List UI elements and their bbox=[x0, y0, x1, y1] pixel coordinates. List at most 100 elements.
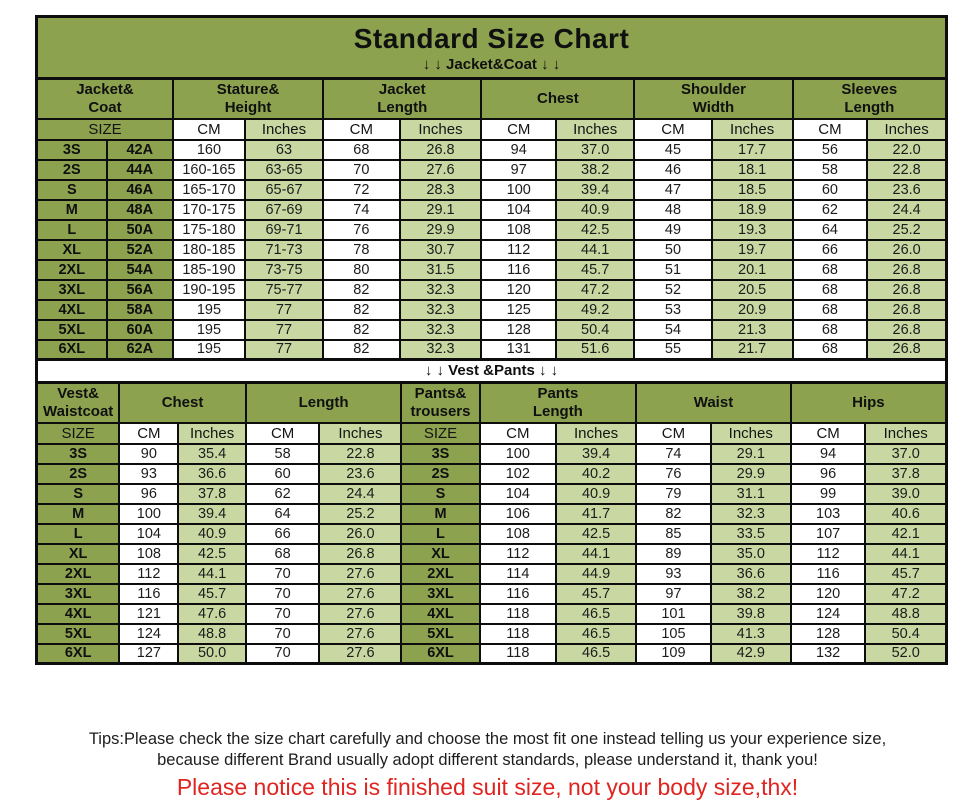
size-cell: 56A bbox=[105, 278, 174, 301]
value-cell: 45.7 bbox=[177, 582, 247, 605]
value-cell: 131 bbox=[480, 338, 558, 361]
value-cell: 160 bbox=[171, 138, 246, 161]
value-cell: 97 bbox=[635, 582, 712, 605]
value-cell: 23.6 bbox=[866, 178, 948, 201]
value-cell: 29.9 bbox=[398, 218, 483, 241]
value-cell: 48 bbox=[633, 198, 713, 221]
value-cell: 55 bbox=[633, 338, 713, 361]
group-header-row: Jacket& Coat Stature& Height Jacket Length… bbox=[35, 77, 948, 120]
value-cell: 26.0 bbox=[866, 238, 948, 261]
value-cell: 45.7 bbox=[555, 258, 636, 281]
value-cell: 37.8 bbox=[177, 482, 247, 505]
value-cell: 52 bbox=[633, 278, 713, 301]
table-row: 2XL 54A 185-190 73-75 80 31.5 116 45.7 51 20.1 68 2… bbox=[35, 258, 948, 281]
value-cell: 93 bbox=[635, 562, 712, 585]
unit-header: Inches bbox=[866, 117, 948, 141]
value-cell: 65-67 bbox=[243, 178, 325, 201]
table-row: 4XL 121 47.6 70 27.6 4XL 118 46.5 101 39.8 124 48.8 bbox=[35, 602, 948, 625]
table-row: L 50A 175-180 69-71 76 29.9 108 42.5 49 19.3 64 25.… bbox=[35, 218, 948, 241]
value-cell: 21.7 bbox=[710, 338, 794, 361]
value-cell: 73-75 bbox=[243, 258, 325, 281]
unit-header: CM bbox=[791, 117, 869, 141]
value-cell: 26.8 bbox=[866, 298, 948, 321]
table-row: 2XL 112 44.1 70 27.6 2XL 114 44.9 93 36.6 116 45.7 bbox=[35, 562, 948, 585]
value-cell: 96 bbox=[789, 462, 867, 485]
unit-header: Inches bbox=[709, 421, 792, 445]
value-cell: 36.6 bbox=[709, 562, 792, 585]
value-cell: 44.9 bbox=[555, 562, 638, 585]
value-cell: 48.8 bbox=[864, 602, 948, 625]
size-cell: 2XL bbox=[35, 562, 121, 585]
value-cell: 33.5 bbox=[709, 522, 792, 545]
vest-pants-table-head: Vest& Waistcoat Chest Length Pants& trouser… bbox=[35, 381, 948, 445]
value-cell: 104 bbox=[480, 198, 558, 221]
value-cell: 104 bbox=[478, 482, 558, 505]
value-cell: 107 bbox=[789, 522, 867, 545]
size-cell: M bbox=[35, 502, 121, 525]
value-cell: 93 bbox=[118, 462, 180, 485]
value-cell: 114 bbox=[478, 562, 558, 585]
unit-header: Inches bbox=[318, 421, 403, 445]
value-cell: 46.5 bbox=[555, 622, 638, 645]
column-group-header: Chest bbox=[480, 77, 636, 120]
value-cell: 77 bbox=[243, 318, 325, 341]
value-cell: 42.5 bbox=[555, 218, 636, 241]
column-group-header: Pants& trousers bbox=[400, 381, 481, 424]
value-cell: 42.5 bbox=[555, 522, 638, 545]
size-cell: 5XL bbox=[35, 622, 121, 645]
value-cell: 109 bbox=[635, 642, 712, 665]
value-cell: 128 bbox=[789, 622, 867, 645]
table-row: 5XL 60A 195 77 82 32.3 128 50.4 54 21.3 68 26.8 bbox=[35, 318, 948, 341]
value-cell: 26.8 bbox=[866, 318, 948, 341]
size-cell: L bbox=[35, 522, 121, 545]
value-cell: 18.1 bbox=[710, 158, 794, 181]
table-row: M 48A 170-175 67-69 74 29.1 104 40.9 48 18.9 62 24.… bbox=[35, 198, 948, 221]
value-cell: 39.4 bbox=[555, 178, 636, 201]
value-cell: 26.8 bbox=[866, 338, 948, 361]
value-cell: 22.8 bbox=[318, 442, 403, 465]
value-cell: 195 bbox=[171, 338, 246, 361]
value-cell: 40.6 bbox=[864, 502, 948, 525]
value-cell: 70 bbox=[244, 562, 321, 585]
value-cell: 60 bbox=[244, 462, 321, 485]
value-cell: 77 bbox=[243, 338, 325, 361]
value-cell: 101 bbox=[635, 602, 712, 625]
size-chart: Standard Size Chart ↓ ↓ Jacket&Coat ↓ ↓ … bbox=[35, 15, 948, 665]
value-cell: 32.3 bbox=[398, 298, 483, 321]
value-cell: 120 bbox=[789, 582, 867, 605]
value-cell: 127 bbox=[118, 642, 180, 665]
table-row: 2S 44A 160-165 63-65 70 27.6 97 38.2 46 18.1 58 22.… bbox=[35, 158, 948, 181]
unit-header: Inches bbox=[243, 117, 325, 141]
value-cell: 49 bbox=[633, 218, 713, 241]
value-cell: 112 bbox=[118, 562, 180, 585]
table-row: M 100 39.4 64 25.2 M 106 41.7 82 32.3 103 40.6 bbox=[35, 502, 948, 525]
value-cell: 25.2 bbox=[866, 218, 948, 241]
unit-header-row: SIZE CM Inches CM Inches CM Inches CM Inches CM In… bbox=[35, 117, 948, 141]
value-cell: 82 bbox=[322, 318, 401, 341]
value-cell: 68 bbox=[791, 298, 869, 321]
value-cell: 118 bbox=[478, 642, 558, 665]
value-cell: 82 bbox=[322, 298, 401, 321]
table-row: 6XL 62A 195 77 82 32.3 131 51.6 55 21.7 68 26.8 bbox=[35, 338, 948, 361]
value-cell: 30.7 bbox=[398, 238, 483, 261]
value-cell: 99 bbox=[789, 482, 867, 505]
column-group-header: Length bbox=[244, 381, 403, 424]
value-cell: 105 bbox=[635, 622, 712, 645]
value-cell: 53 bbox=[633, 298, 713, 321]
size-cell: 44A bbox=[105, 158, 174, 181]
value-cell: 52.0 bbox=[864, 642, 948, 665]
table-row: 3S 90 35.4 58 22.8 3S 100 39.4 74 29.1 94 37.0 bbox=[35, 442, 948, 465]
value-cell: 48.8 bbox=[177, 622, 247, 645]
value-cell: 132 bbox=[789, 642, 867, 665]
value-cell: 70 bbox=[244, 602, 321, 625]
value-cell: 58 bbox=[791, 158, 869, 181]
table-row: 3XL 56A 190-195 75-77 82 32.3 120 47.2 52 20.5 68 2… bbox=[35, 278, 948, 301]
value-cell: 125 bbox=[480, 298, 558, 321]
value-cell: 44.1 bbox=[555, 238, 636, 261]
column-group-header: Chest bbox=[118, 381, 247, 424]
value-cell: 44.1 bbox=[555, 542, 638, 565]
value-cell: 24.4 bbox=[318, 482, 403, 505]
size-cell: 48A bbox=[105, 198, 174, 221]
value-cell: 116 bbox=[478, 582, 558, 605]
size-cell: 46A bbox=[105, 178, 174, 201]
